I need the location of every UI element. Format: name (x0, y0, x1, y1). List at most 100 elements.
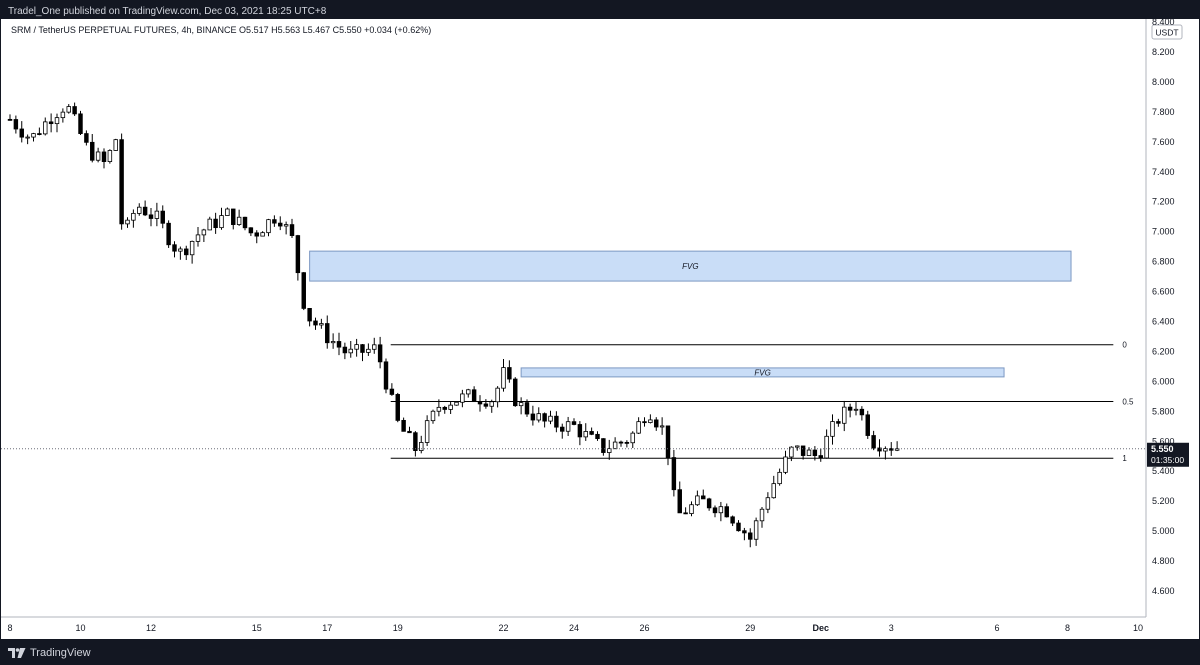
candle-up-body (830, 421, 835, 437)
tradingview-logo-icon (8, 648, 26, 658)
candle-up-body (495, 387, 500, 403)
candle (889, 442, 894, 456)
candle (307, 308, 312, 327)
candle (542, 412, 547, 428)
candle-down-body (859, 408, 865, 416)
y-tick-label: 5.800 (1152, 406, 1175, 416)
fvg-zone[interactable]: FVG (309, 250, 1072, 282)
fvg-box[interactable] (520, 367, 1005, 378)
candle-up-body (330, 341, 336, 344)
y-tick-label: 5.600 (1152, 436, 1175, 446)
candle-down-body (554, 415, 559, 428)
candle-down-body (84, 133, 89, 143)
candle (548, 410, 553, 425)
y-tick-label: 6.400 (1152, 317, 1175, 327)
candle-down-body (683, 512, 688, 515)
candle-up-body (501, 367, 506, 389)
x-tick-label: 24 (569, 623, 579, 633)
price-axis[interactable]: 8.400 8.200 8.000 7.800 7.600 7.400 7.200 7.000… (1152, 19, 1175, 596)
candle (706, 497, 712, 511)
candle (824, 429, 829, 459)
candle-up-body (536, 413, 541, 421)
candle (266, 218, 271, 237)
candle-down-body (507, 367, 512, 380)
candle (348, 340, 353, 358)
candle (166, 220, 171, 248)
fib-level[interactable]: 1 (390, 454, 1128, 463)
x-tick-label: 19 (393, 623, 403, 633)
candle-up-body (207, 218, 212, 231)
candle (530, 405, 536, 426)
candle-down-body (13, 119, 19, 130)
candle-up-body (66, 106, 71, 113)
time-axis[interactable]: 8 10 12 15 17 19 22 24 26 29 Dec 3 6 8 10 (7, 623, 1143, 633)
candle (560, 423, 565, 439)
candle-up-body (348, 348, 353, 354)
candle (142, 200, 148, 217)
candle (659, 417, 665, 435)
candle (37, 127, 42, 136)
y-tick-label: 4.800 (1152, 556, 1175, 566)
candle (765, 492, 771, 514)
candle (736, 520, 741, 532)
candle-down-body (800, 445, 806, 456)
candle (624, 440, 630, 448)
candle-down-body (166, 222, 171, 246)
candle-up-body (260, 232, 265, 237)
x-tick-label: 10 (1133, 623, 1143, 633)
candle-up-body (466, 389, 471, 395)
fvg-zone[interactable]: FVG (520, 367, 1005, 378)
candle (342, 342, 348, 360)
candle-up-body (125, 219, 130, 225)
candle (377, 336, 383, 369)
candle (154, 202, 160, 227)
chart-panel[interactable]: FVG FVG 0 0.5 1 SRM / TetherUS PERPETUAL FUT… (1, 19, 1199, 639)
candle-down-body (160, 210, 165, 224)
fib-level[interactable]: 0.5 (390, 397, 1134, 406)
candle (607, 439, 612, 460)
candle-up-body (95, 151, 101, 161)
candle-up-body (607, 448, 612, 453)
candle-up-body (137, 206, 142, 214)
candles (7, 102, 900, 548)
candle (325, 315, 330, 349)
annotations[interactable]: FVG FVG 0 0.5 1 (309, 250, 1134, 463)
candle-down-body (748, 532, 753, 540)
price-chart[interactable]: FVG FVG 0 0.5 1 SRM / TetherUS PERPETUAL FUT… (1, 19, 1199, 639)
candle (601, 438, 606, 456)
candle-up-body (366, 348, 371, 353)
candle-up-body (659, 425, 665, 428)
candle-down-body (101, 151, 107, 162)
candle-up-body (448, 404, 453, 410)
candle (800, 445, 806, 460)
candle (336, 332, 342, 356)
candle (753, 517, 759, 546)
candle-up-body (795, 445, 800, 448)
candle (372, 337, 377, 354)
candle (101, 148, 107, 169)
candle (19, 121, 24, 143)
candle (407, 426, 412, 434)
candle-down-body (272, 219, 277, 224)
candle (125, 217, 130, 228)
y-tick-label: 8.400 (1152, 19, 1175, 27)
y-tick-label: 7.200 (1152, 197, 1175, 207)
candle (830, 414, 835, 445)
candle (783, 450, 788, 475)
candle-down-body (724, 506, 729, 518)
candle-down-body (231, 208, 236, 225)
candle-up-body (565, 421, 571, 432)
candle-down-body (78, 113, 83, 134)
candle (701, 489, 706, 500)
candle-down-body (289, 224, 295, 236)
currency-badge[interactable]: USDT (1151, 24, 1183, 40)
candle-down-body (407, 430, 412, 434)
y-tick-label: 6.800 (1152, 257, 1175, 267)
candle-up-body (201, 229, 207, 236)
candle-up-body (636, 421, 641, 434)
fib-level[interactable]: 0 (390, 341, 1128, 350)
candle (413, 431, 418, 457)
fvg-box[interactable] (309, 250, 1072, 282)
candle-up-body (648, 419, 653, 423)
candle-up-body (178, 248, 183, 252)
